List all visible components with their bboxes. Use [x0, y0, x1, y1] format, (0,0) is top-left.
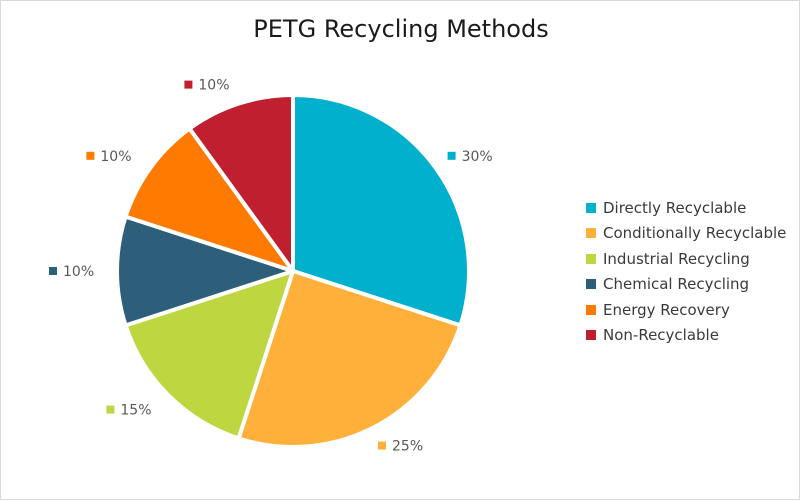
data-label-text-4: 10% [100, 149, 131, 165]
pie-slice-5 [187, 93, 295, 273]
legend-label-3: Chemical Recycling [603, 275, 750, 294]
chart-title: PETG Recycling Methods [253, 15, 549, 43]
legend-swatch-5 [586, 330, 596, 341]
data-label-4: 10% [86, 149, 132, 165]
legend-swatch-1 [586, 228, 596, 239]
data-label-text-2: 15% [120, 403, 151, 419]
data-label-swatch-3 [49, 267, 57, 275]
data-label-swatch-2 [106, 405, 115, 414]
data-label-swatch-1 [378, 441, 386, 450]
legend-swatch-2 [586, 253, 596, 264]
legend-label-0: Directly Recyclable [603, 198, 747, 217]
data-label-text-1: 25% [392, 439, 423, 455]
data-label-2: 15% [106, 403, 152, 419]
data-label-text-3: 10% [63, 264, 94, 280]
pie-slice-1 [236, 269, 463, 449]
pie-slice-4 [123, 126, 295, 273]
legend-item-0: Directly Recyclable [586, 195, 786, 221]
legend-swatch-0 [586, 202, 596, 213]
legend-label-5: Non-Recyclable [603, 326, 719, 345]
legend-item-3: Chemical Recycling [586, 272, 786, 298]
legend-label-4: Energy Recovery [603, 300, 730, 319]
legend-item-2: Industrial Recycling [586, 246, 786, 272]
data-label-1: 25% [378, 439, 423, 455]
legend-swatch-3 [586, 279, 596, 290]
legend: Directly Recyclable Conditionally Recycla… [586, 195, 786, 348]
data-label-swatch-5 [184, 80, 193, 89]
legend-swatch-4 [586, 304, 596, 315]
data-label-text-0: 30% [462, 149, 493, 165]
pie-slice-0 [291, 93, 471, 328]
data-label-swatch-0 [447, 151, 456, 160]
legend-label-1: Conditionally Recyclable [603, 224, 787, 243]
legend-item-5: Non-Recyclable [586, 323, 786, 349]
data-label-3: 10% [49, 264, 94, 280]
data-label-0: 30% [447, 149, 493, 165]
data-label-swatch-4 [86, 151, 95, 160]
legend-label-2: Industrial Recycling [603, 249, 750, 268]
data-label-text-5: 10% [198, 78, 229, 94]
legend-item-1: Conditionally Recyclable [586, 221, 786, 247]
legend-item-4: Energy Recovery [586, 297, 786, 323]
data-label-5: 10% [184, 78, 230, 94]
pie-slice-3 [115, 214, 295, 328]
